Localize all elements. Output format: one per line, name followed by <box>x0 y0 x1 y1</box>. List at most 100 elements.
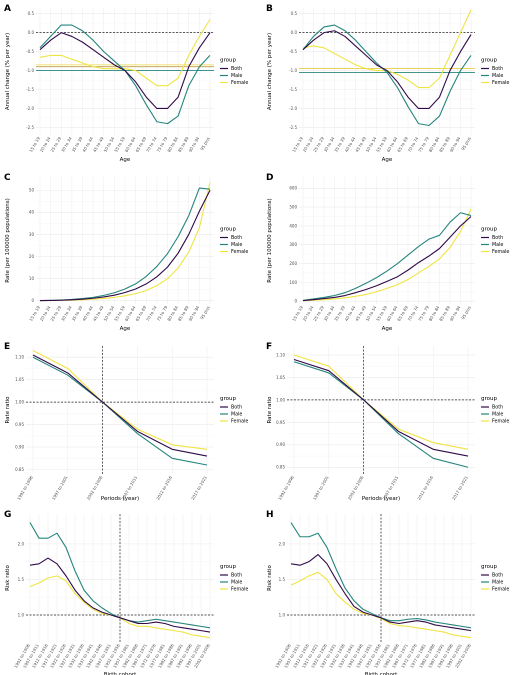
x-tick-label: 1997 to 2001 <box>51 475 69 501</box>
legend-label-male: Male <box>492 73 503 79</box>
x-axis-title: Periods (year) <box>101 496 139 502</box>
x-axis-title: Age <box>120 157 131 163</box>
y-axis-title: Annual change (% per year) <box>5 33 11 110</box>
series-line-both <box>290 553 472 632</box>
series-line-male <box>293 361 469 468</box>
x-tick-label: 1992 to 1996 <box>16 475 34 501</box>
y-tick-label: 0.85 <box>276 465 285 470</box>
y-tick-label: 20 <box>29 254 35 259</box>
series-line-both <box>39 190 211 302</box>
series-line-both <box>39 32 211 110</box>
y-tick-label: 0.0 <box>28 30 35 35</box>
legend-title: group <box>481 564 497 570</box>
y-tick-label: -0.5 <box>289 49 297 54</box>
panel-letter: D <box>266 173 273 183</box>
y-axis-title: Rate ratio <box>5 396 11 424</box>
legend-label-female: Female <box>492 249 509 255</box>
legend-label-both: Both <box>492 66 503 72</box>
y-axis-title: Rate (per 100000 populations) <box>5 198 11 282</box>
series-line-both <box>293 358 469 457</box>
x-tick-label: 95 plus <box>460 136 472 151</box>
panel-letter: A <box>4 4 11 14</box>
legend-label-male: Male <box>231 73 242 79</box>
series-line-both <box>29 557 211 633</box>
series-line-female <box>290 571 472 639</box>
y-tick-label: -1.5 <box>289 87 297 92</box>
legend-label-male: Male <box>492 412 503 418</box>
legend-title: group <box>481 227 497 233</box>
series-line-female <box>32 350 208 450</box>
legend-label-female: Female <box>492 419 509 425</box>
y-tick-label: 0.5 <box>28 11 35 16</box>
legend-title: group <box>220 564 236 570</box>
y-tick-label: 40 <box>29 210 35 215</box>
x-tick-label: 2017 to 2021 <box>190 475 208 501</box>
legend-label-both: Both <box>492 405 503 411</box>
y-tick-label: 1.05 <box>15 377 24 382</box>
x-tick-label: 95 plus <box>199 305 211 320</box>
series-line-male <box>32 356 208 466</box>
y-tick-label: 1.5 <box>18 577 25 582</box>
x-tick-label: 1997 to 2001 <box>312 475 330 501</box>
y-tick-label: -1.0 <box>289 68 297 73</box>
y-tick-label: -2.5 <box>26 125 34 130</box>
series-line-both <box>32 354 208 457</box>
series-line-both <box>302 216 472 302</box>
y-tick-label: 1.00 <box>15 400 24 405</box>
y-tick-label: 1.10 <box>15 355 24 360</box>
y-axis-title: Risk ratio <box>5 564 11 590</box>
x-axis-title: Age <box>382 157 393 163</box>
legend-title: group <box>220 58 236 64</box>
legend-label-both: Both <box>231 573 242 579</box>
y-axis-title: Risk ratio <box>267 564 273 590</box>
y-axis-title: Rate (per 100000 populations) <box>267 198 273 282</box>
legend-label-female: Female <box>231 249 248 255</box>
legend-label-both: Both <box>492 235 503 241</box>
legend-label-both: Both <box>492 573 503 579</box>
legend-label-male: Male <box>231 412 242 418</box>
y-tick-label: 500 <box>289 205 297 210</box>
y-tick-label: 300 <box>289 242 297 247</box>
x-axis-title: Birth cohort <box>365 672 398 675</box>
y-tick-label: 0 <box>31 298 34 303</box>
y-tick-label: 0.95 <box>276 420 285 425</box>
y-tick-label: 0.95 <box>15 422 24 427</box>
panel-letter: B <box>266 4 273 14</box>
y-tick-label: -1.5 <box>26 87 34 92</box>
y-tick-label: 10 <box>29 276 35 281</box>
legend-label-male: Male <box>492 242 503 248</box>
legend-label-female: Female <box>231 80 248 86</box>
panel-letter: E <box>4 342 10 352</box>
y-tick-label: 0.90 <box>15 444 24 449</box>
y-tick-label: 0.90 <box>276 442 285 447</box>
y-tick-label: 0.0 <box>291 30 298 35</box>
series-line-male <box>302 212 472 301</box>
x-axis-title: Age <box>120 326 131 332</box>
y-tick-label: 30 <box>29 232 35 237</box>
series-line-both <box>302 30 472 110</box>
legend-title: group <box>220 227 236 233</box>
series-line-male <box>302 24 472 127</box>
x-axis-title: Age <box>382 326 393 332</box>
y-tick-label: 2.0 <box>18 541 25 546</box>
legend-label-male: Male <box>231 580 242 586</box>
y-tick-label: 600 <box>289 186 297 191</box>
y-tick-label: 0 <box>294 299 297 304</box>
x-tick-label: 2017 to 2021 <box>451 475 469 501</box>
legend-label-both: Both <box>231 66 242 72</box>
series-line-female <box>293 354 469 450</box>
y-tick-label: 400 <box>289 223 297 228</box>
y-tick-label: 1.00 <box>276 397 285 402</box>
